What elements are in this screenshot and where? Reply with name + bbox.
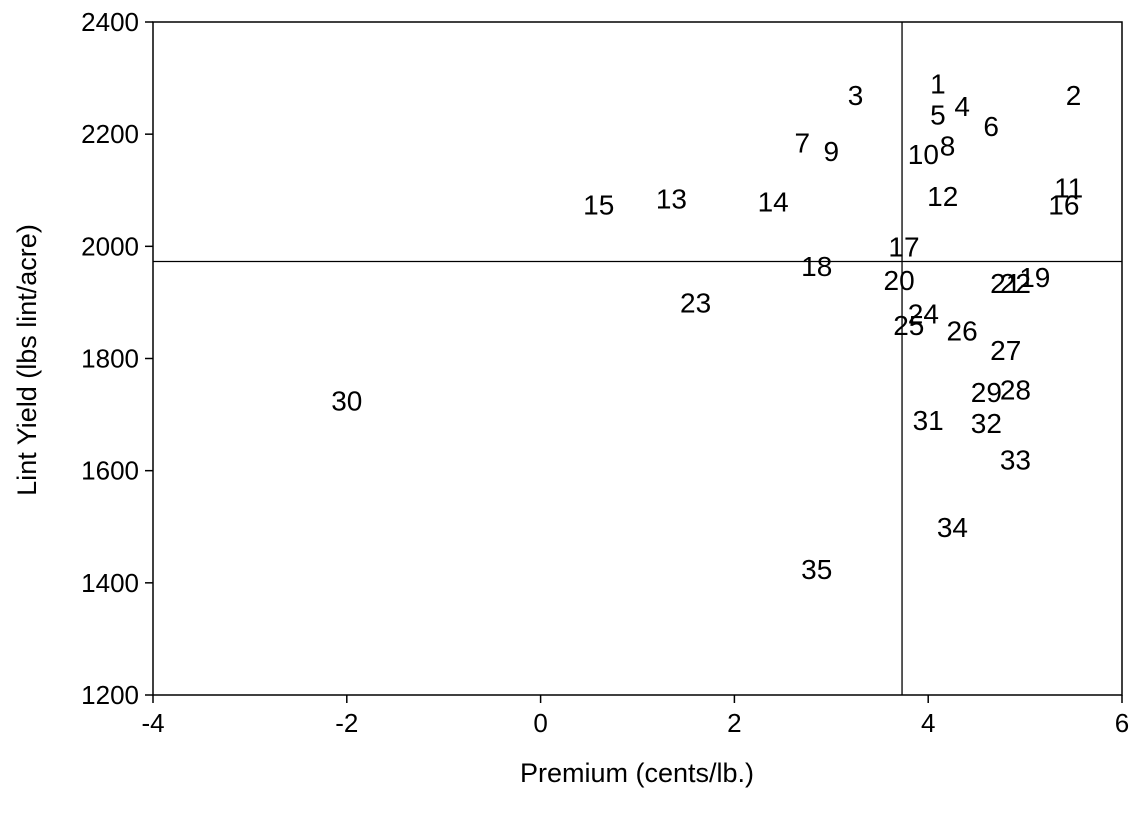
data-point-label: 23	[680, 287, 711, 318]
plot-area	[152, 21, 1123, 696]
data-point-label: 7	[794, 128, 810, 159]
y-tick-label: 1400	[81, 568, 139, 598]
data-point-label: 34	[937, 512, 968, 543]
data-point-label: 1	[930, 69, 946, 100]
data-point-label: 4	[954, 91, 970, 122]
data-point-label: 25	[893, 310, 924, 341]
data-point-label: 17	[888, 231, 919, 262]
data-point-label: 19	[1019, 262, 1050, 293]
data-point-label: 18	[801, 251, 832, 282]
data-point-label: 2	[1066, 80, 1082, 111]
data-point-label: 31	[913, 405, 944, 436]
x-tick-label: 6	[1115, 708, 1129, 738]
data-point-label: 30	[331, 386, 362, 417]
data-point-label: 13	[656, 184, 687, 215]
reference-lines	[153, 22, 1122, 695]
data-point-label: 33	[1000, 444, 1031, 475]
data-point-label: 28	[1000, 374, 1031, 405]
data-point-label: 35	[801, 554, 832, 585]
data-point-label: 15	[583, 189, 614, 220]
x-axis-label: Premium (cents/lb.)	[520, 758, 754, 788]
data-point-label: 21	[990, 268, 1021, 299]
x-tick-label: -2	[335, 708, 358, 738]
data-point-label: 16	[1048, 189, 1079, 220]
x-axis: -4 -2 0 2 4 6	[141, 695, 1129, 738]
data-point-label: 3	[848, 80, 864, 111]
data-point-label: 22	[1000, 268, 1031, 299]
y-tick-label: 1600	[81, 456, 139, 486]
x-tick-label: 0	[533, 708, 547, 738]
data-point-label: 24	[908, 299, 939, 330]
data-point-label: 29	[971, 377, 1002, 408]
y-tick-label: 1800	[81, 344, 139, 374]
data-point-label: 8	[940, 130, 956, 161]
data-point-label: 11	[1054, 172, 1083, 203]
data-point-label: 26	[947, 315, 978, 346]
data-point-label: 20	[884, 265, 915, 296]
y-axis: 1200 1400 1600 1800 2000 2200 2400	[81, 7, 153, 710]
x-tick-label: -4	[141, 708, 164, 738]
y-axis-label: Lint Yield (lbs lint/acre)	[12, 224, 42, 496]
data-point-label: 6	[983, 111, 999, 142]
x-tick-label: 2	[727, 708, 741, 738]
data-point-label: 12	[927, 181, 958, 212]
data-point-label: 27	[990, 335, 1021, 366]
data-point-label: 5	[930, 100, 946, 131]
y-tick-label: 2000	[81, 231, 139, 261]
data-point-label: 14	[758, 186, 789, 217]
data-point-label: 10	[908, 139, 939, 170]
y-tick-label: 2200	[81, 119, 139, 149]
y-tick-label: 1200	[81, 680, 139, 710]
y-tick-label: 2400	[81, 7, 139, 37]
x-tick-label: 4	[921, 708, 935, 738]
data-point-label: 9	[824, 136, 840, 167]
data-point-label: 32	[971, 408, 1002, 439]
